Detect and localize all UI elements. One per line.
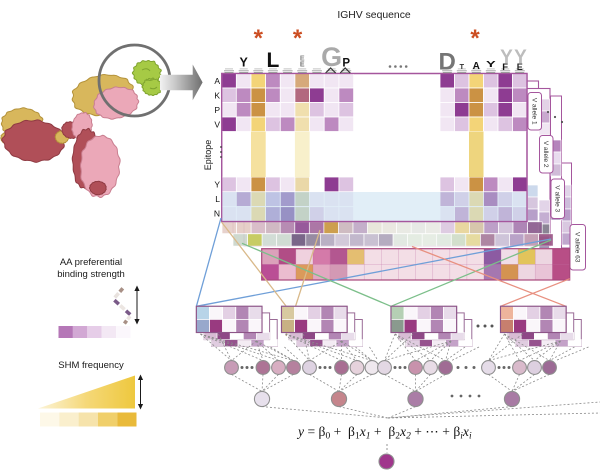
svg-text:E: E	[300, 56, 305, 63]
svg-text:V allele 63: V allele 63	[574, 232, 581, 263]
svg-text:L: L	[266, 49, 279, 72]
svg-text:binding strength: binding strength	[57, 269, 125, 280]
svg-text:Y: Y	[486, 60, 496, 69]
svg-text:G: G	[321, 42, 342, 72]
svg-text:*: *	[293, 25, 303, 52]
svg-text:y = β0 + β1x1 + β2x2 + ⋯ + β: y = β0 + β1x1 + β2x2 + ⋯ + βixi	[296, 424, 472, 442]
svg-text:T: T	[460, 62, 465, 71]
svg-text:D: D	[439, 48, 456, 75]
svg-text:Y: Y	[514, 47, 527, 68]
svg-text:*: *	[470, 25, 480, 52]
svg-text:L: L	[215, 194, 220, 204]
svg-text:E: E	[517, 62, 523, 72]
svg-text:P: P	[214, 105, 220, 115]
svg-text:AA preferential: AA preferential	[60, 257, 122, 268]
svg-text:E: E	[300, 62, 305, 69]
svg-text:N: N	[214, 209, 220, 219]
svg-text:V allele 1: V allele 1	[531, 98, 538, 125]
svg-text:SHM frequency: SHM frequency	[58, 360, 124, 371]
svg-text:V allele 2: V allele 2	[542, 141, 549, 168]
svg-text:Y: Y	[214, 180, 220, 190]
svg-text:Epitope: Epitope	[203, 140, 213, 171]
svg-text:K: K	[214, 91, 220, 101]
svg-text:A: A	[214, 76, 220, 86]
svg-text:Y: Y	[240, 56, 249, 70]
svg-text:*: *	[254, 25, 264, 52]
svg-text:Y: Y	[500, 47, 513, 68]
svg-text:A: A	[473, 61, 480, 72]
svg-text:V allele 3: V allele 3	[554, 185, 561, 212]
svg-text:P: P	[342, 58, 350, 70]
svg-text:F: F	[502, 62, 508, 73]
svg-text:V: V	[214, 120, 220, 130]
svg-text:IGHV sequence: IGHV sequence	[337, 10, 411, 21]
